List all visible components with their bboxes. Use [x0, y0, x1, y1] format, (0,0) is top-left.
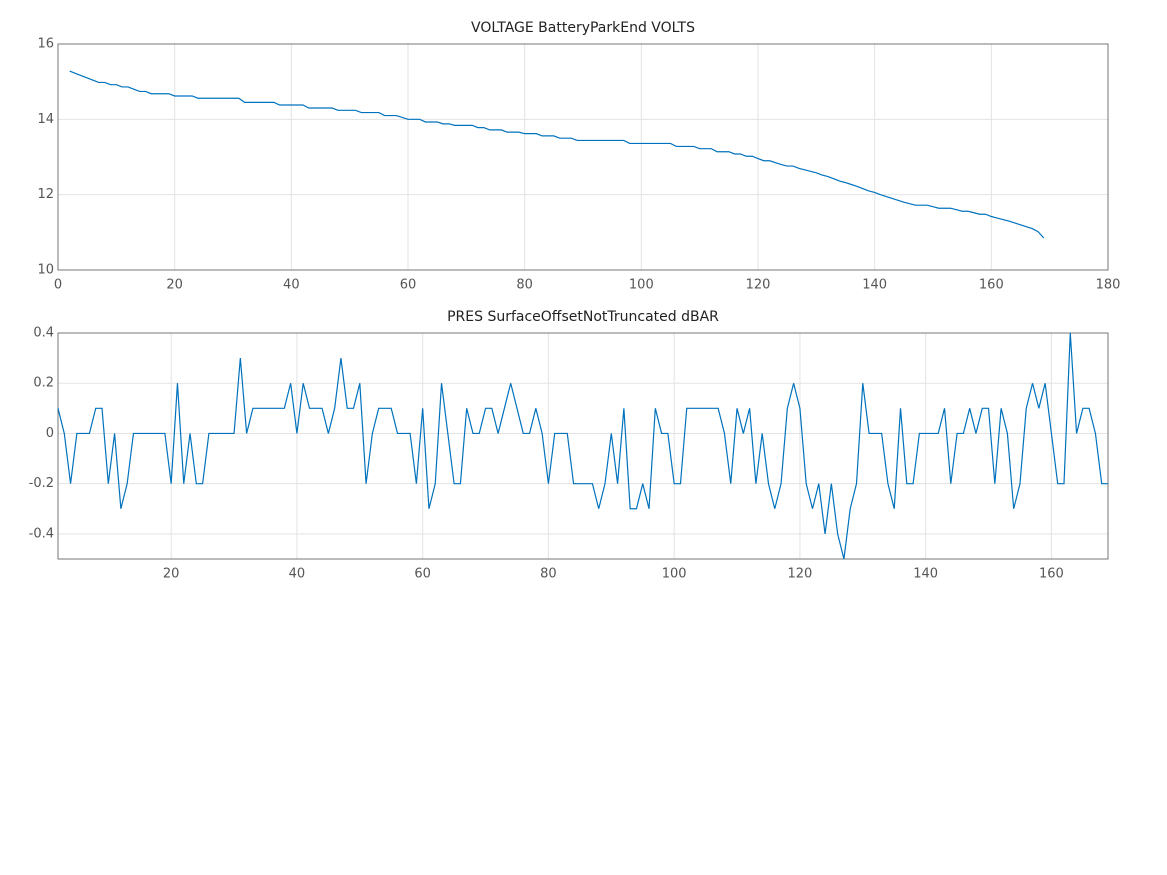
y-tick-label: 0.4	[33, 326, 54, 341]
y-tick-label: 10	[37, 263, 54, 278]
x-tick-label: 80	[540, 567, 557, 582]
x-tick-label: 140	[913, 567, 938, 582]
y-tick-label: 16	[37, 37, 54, 52]
x-tick-label: 40	[289, 567, 306, 582]
y-tick-label: 0.2	[33, 376, 54, 391]
x-tick-label: 120	[788, 567, 813, 582]
data-line	[69, 70, 1045, 239]
y-tick-label: 14	[37, 112, 54, 127]
x-tick-label: 40	[283, 278, 300, 293]
x-tick-label: 20	[166, 278, 183, 293]
y-tick-label: 0	[46, 426, 54, 441]
chart-title: VOLTAGE BatteryParkEnd VOLTS	[471, 20, 695, 36]
x-tick-label: 100	[662, 567, 687, 582]
chart-title: PRES SurfaceOffsetNotTruncated dBAR	[447, 309, 719, 325]
data-line	[57, 332, 1108, 560]
x-tick-label: 180	[1096, 278, 1121, 293]
x-tick-label: 120	[746, 278, 771, 293]
x-tick-label: 160	[979, 278, 1004, 293]
x-tick-label: 160	[1039, 567, 1064, 582]
x-tick-label: 140	[862, 278, 887, 293]
axes-box	[57, 332, 1109, 560]
y-tick-label: -0.4	[29, 526, 54, 541]
axes-box	[57, 43, 1109, 271]
x-tick-label: 20	[163, 567, 180, 582]
y-tick-label: -0.2	[29, 476, 54, 491]
x-tick-label: 60	[400, 278, 417, 293]
x-tick-label: 100	[629, 278, 654, 293]
y-tick-label: 12	[37, 187, 54, 202]
x-tick-label: 80	[516, 278, 533, 293]
x-tick-label: 0	[54, 278, 62, 293]
x-tick-label: 60	[414, 567, 431, 582]
